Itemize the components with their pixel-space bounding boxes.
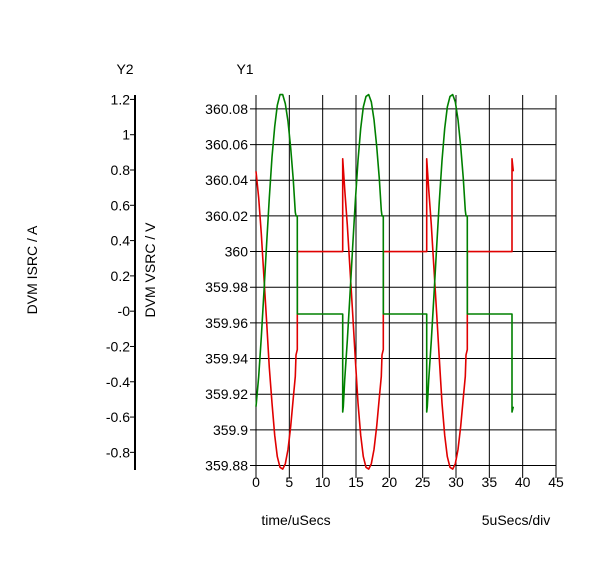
y1-tick-label: 360.02 (205, 208, 248, 224)
y1-tick-label: 359.92 (205, 386, 248, 402)
series-line-1 (255, 158, 515, 470)
y2-tick-label: 1.2 (111, 91, 131, 107)
y1-tick-label: 360 (225, 244, 249, 260)
x-tick-label: 15 (348, 474, 364, 490)
plot-series (255, 93, 515, 470)
y1-tick-label: 360.06 (205, 137, 248, 153)
x-axis-label: time/uSecs (261, 512, 330, 528)
y1-tick-label: 360.04 (205, 172, 248, 188)
x-tick-label: 35 (482, 474, 498, 490)
y1-tick-label: 359.98 (205, 279, 248, 295)
y2-tick-label: 0.4 (111, 233, 131, 249)
y2-tick-label: 0.2 (111, 268, 131, 284)
y2-tick-label: -0.8 (106, 444, 130, 460)
x-tick-label: 25 (415, 474, 431, 490)
y1-tick-label: 360.08 (205, 101, 248, 117)
y1-tick-label: 359.88 (205, 458, 248, 474)
x-tick-label: 5 (285, 474, 293, 490)
y2-tick-label: -0.2 (106, 338, 130, 354)
y2-tick-label: 0.8 (111, 162, 131, 178)
series-line-2 (255, 93, 515, 413)
y1-tick-label: 359.9 (213, 422, 248, 438)
y2-tick-label: -0.6 (106, 409, 130, 425)
x-scale-note: 5uSecs/div (482, 512, 550, 528)
x-tick-label: 45 (548, 474, 564, 490)
plot-grid (130, 95, 557, 478)
x-tick-label: 20 (382, 474, 398, 490)
x-tick-label: 30 (448, 474, 464, 490)
x-tick-label: 0 (252, 474, 260, 490)
y1-axis-label: DVM VSRC / V (142, 222, 158, 318)
y2-tick-label: 1 (122, 127, 130, 143)
axis-labels: Y2 Y1 DVM ISRC / A DVM VSRC / V time/uSe… (24, 61, 564, 528)
y2-axis-header: Y2 (116, 61, 133, 77)
x-tick-label: 10 (315, 474, 331, 490)
y1-tick-label: 359.96 (205, 315, 248, 331)
y1-tick-label: 359.94 (205, 351, 248, 367)
x-tick-label: 40 (515, 474, 531, 490)
y2-tick-label: -0 (118, 303, 131, 319)
y1-axis-header: Y1 (236, 61, 253, 77)
y2-axis-label: DVM ISRC / A (24, 225, 40, 314)
y2-tick-label: 0.6 (111, 197, 131, 213)
y2-tick-label: -0.4 (106, 374, 130, 390)
